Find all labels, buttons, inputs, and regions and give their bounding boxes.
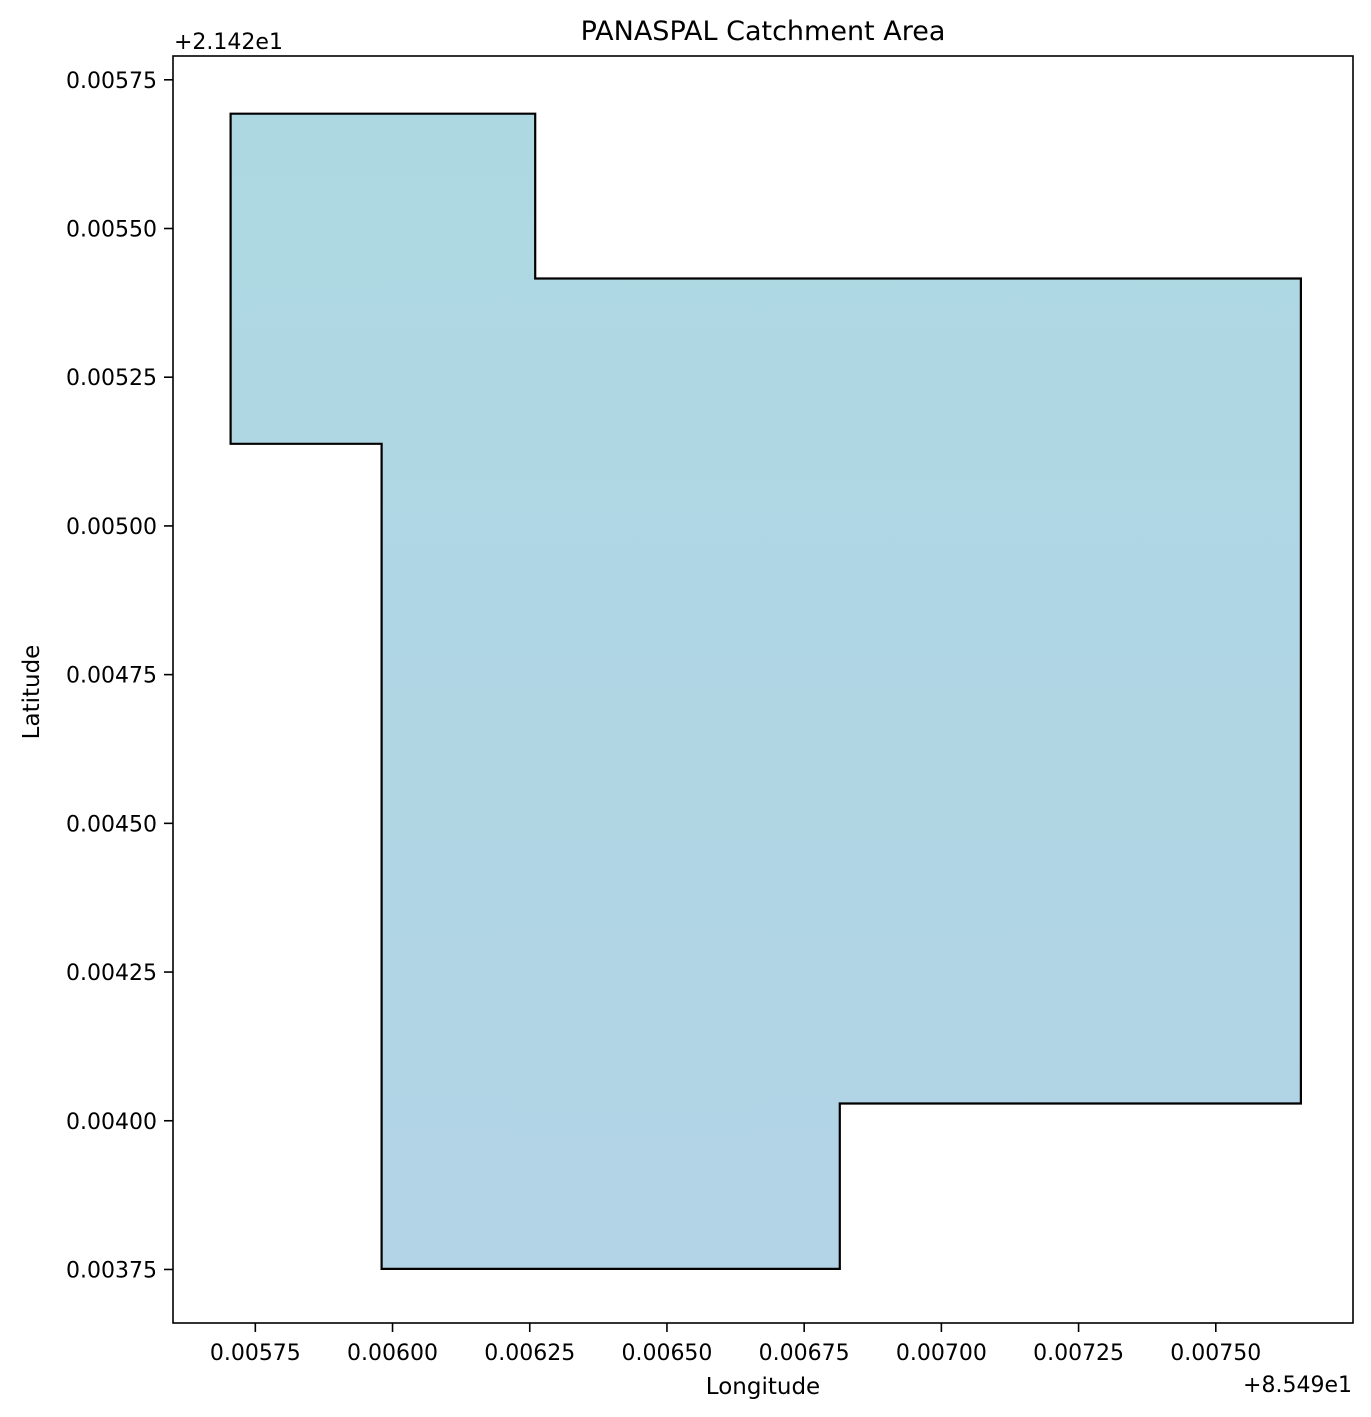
x-tick-label: 0.00575 bbox=[210, 1341, 301, 1366]
chart-title: PANASPAL Catchment Area bbox=[581, 16, 946, 47]
y-tick-label: 0.00450 bbox=[66, 812, 157, 837]
x-tick-label: 0.00700 bbox=[896, 1341, 987, 1366]
y-offset-label: +2.142e1 bbox=[174, 30, 283, 55]
y-tick-label: 0.00550 bbox=[66, 218, 157, 243]
x-tick-label: 0.00725 bbox=[1033, 1341, 1124, 1366]
plot-area bbox=[229, 112, 1303, 1271]
y-tick-label: 0.00475 bbox=[66, 664, 157, 689]
y-tick-label: 0.00375 bbox=[66, 1258, 157, 1283]
y-tick-label: 0.00525 bbox=[66, 366, 157, 391]
y-tick-label: 0.00400 bbox=[66, 1110, 157, 1135]
y-tick-label: 0.00425 bbox=[66, 961, 157, 986]
x-offset-label: +8.549e1 bbox=[1243, 1373, 1352, 1398]
y-axis-label: Latitude bbox=[19, 645, 45, 740]
plot-frame bbox=[172, 55, 1354, 1324]
catchment-polygon bbox=[229, 112, 1303, 1271]
y-tick-label: 0.00575 bbox=[66, 69, 157, 94]
y-axis: 0.00375 0.00400 0.00425 0.00450 0.00475 0.005… bbox=[66, 69, 173, 1283]
x-axis-label: Longitude bbox=[706, 1374, 820, 1400]
x-tick-label: 0.00600 bbox=[347, 1341, 438, 1366]
x-axis: 0.00575 0.00600 0.00625 0.00650 0.00675 0.007… bbox=[210, 1323, 1261, 1366]
y-tick-label: 0.00500 bbox=[66, 515, 157, 540]
x-tick-label: 0.00650 bbox=[621, 1341, 712, 1366]
x-tick-label: 0.00625 bbox=[484, 1341, 575, 1366]
x-tick-label: 0.00750 bbox=[1170, 1341, 1261, 1366]
x-tick-label: 0.00675 bbox=[759, 1341, 850, 1366]
